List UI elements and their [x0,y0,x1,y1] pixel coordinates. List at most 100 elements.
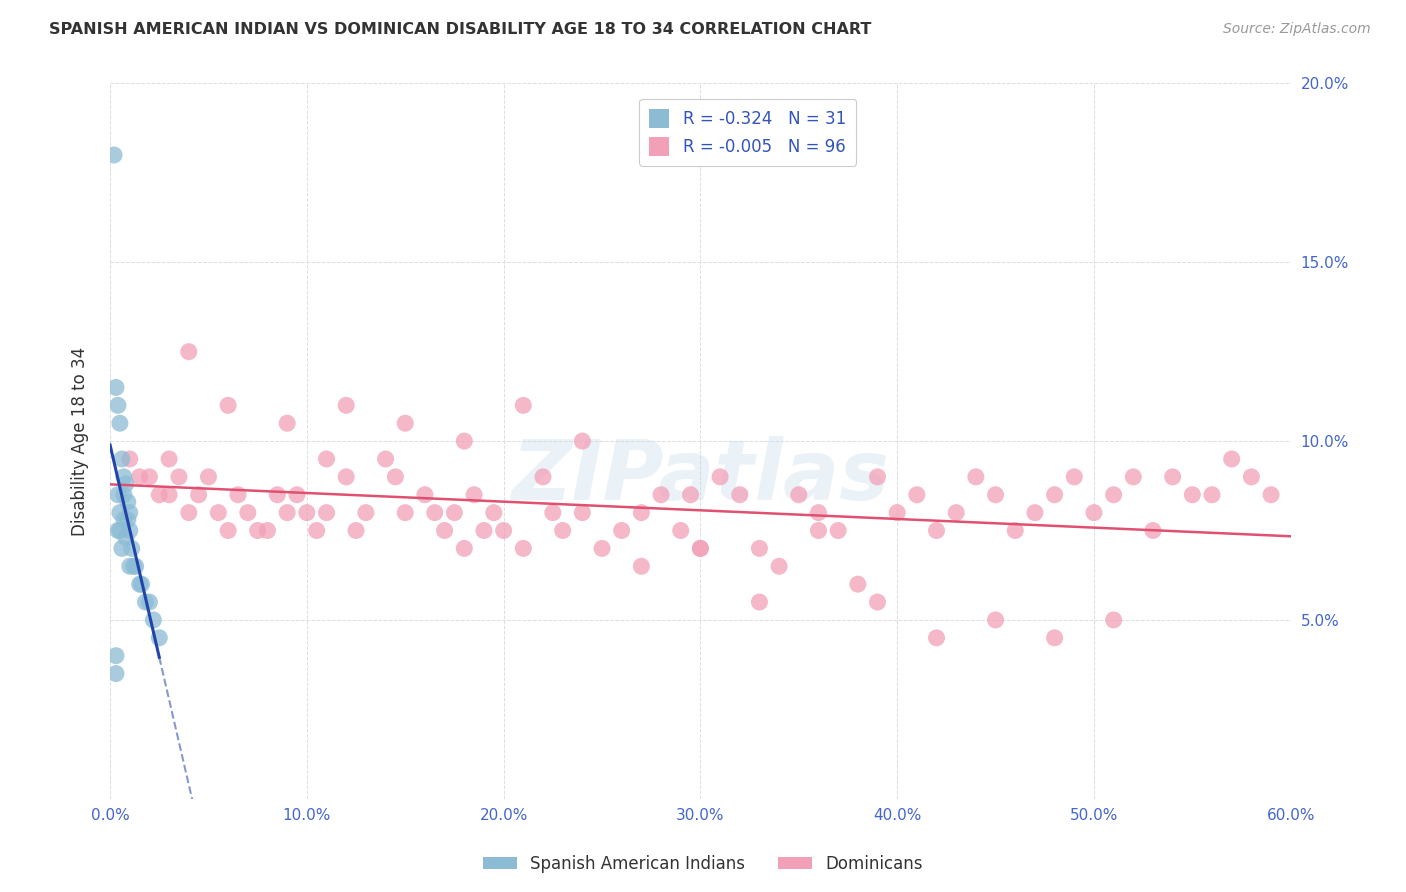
Point [925,524,948,538]
Point [118,452,141,467]
Point [1083,506,1105,520]
Point [443,506,465,520]
Point [114,477,136,491]
Point [846,577,869,591]
Point [236,506,259,520]
Point [177,506,200,520]
Point [531,470,554,484]
Point [413,488,436,502]
Point [1024,506,1046,520]
Point [1043,631,1066,645]
Point [118,506,141,520]
Point [787,488,810,502]
Point [108,416,131,430]
Point [728,488,751,502]
Point [111,541,134,556]
Point [187,488,209,502]
Legend: Spanish American Indians, Dominicans: Spanish American Indians, Dominicans [477,848,929,880]
Y-axis label: Disability Age 18 to 34: Disability Age 18 to 34 [72,346,89,536]
Point [104,648,127,663]
Point [905,488,928,502]
Point [1142,524,1164,538]
Point [1063,470,1085,484]
Point [131,577,153,591]
Point [276,506,298,520]
Point [128,470,150,484]
Point [925,631,948,645]
Point [354,506,377,520]
Point [866,470,889,484]
Point [384,470,406,484]
Point [285,488,308,502]
Point [1004,524,1026,538]
Point [226,488,249,502]
Point [453,541,475,556]
Text: ZIPatlas: ZIPatlas [512,436,890,517]
Point [1043,488,1066,502]
Point [305,524,328,538]
Point [107,488,129,502]
Point [453,434,475,449]
Point [246,524,269,538]
Point [138,595,160,609]
Point [121,541,143,556]
Point [768,559,790,574]
Point [177,344,200,359]
Point [112,488,135,502]
Point [124,559,146,574]
Point [886,506,908,520]
Point [344,524,367,538]
Point [571,506,593,520]
Point [1102,613,1125,627]
Point [1201,488,1223,502]
Point [571,434,593,449]
Point [1260,488,1282,502]
Point [107,524,129,538]
Point [807,524,830,538]
Point [107,398,129,412]
Point [108,524,131,538]
Point [118,524,141,538]
Point [148,631,170,645]
Point [167,470,190,484]
Point [748,541,770,556]
Point [335,470,357,484]
Point [1122,470,1144,484]
Point [1181,488,1204,502]
Point [148,488,170,502]
Point [256,524,278,538]
Point [112,513,135,527]
Legend: R = -0.324   N = 31, R = -0.005   N = 96: R = -0.324 N = 31, R = -0.005 N = 96 [640,99,856,166]
Point [207,506,229,520]
Point [541,506,564,520]
Point [112,470,135,484]
Point [551,524,574,538]
Text: Source: ZipAtlas.com: Source: ZipAtlas.com [1223,22,1371,37]
Point [114,531,136,545]
Point [104,666,127,681]
Point [394,416,416,430]
Point [104,380,127,394]
Point [965,470,987,484]
Point [512,541,534,556]
Point [217,524,239,538]
Point [827,524,849,538]
Point [374,452,396,467]
Point [394,506,416,520]
Point [423,506,446,520]
Point [157,488,180,502]
Text: SPANISH AMERICAN INDIAN VS DOMINICAN DISABILITY AGE 18 TO 34 CORRELATION CHART: SPANISH AMERICAN INDIAN VS DOMINICAN DIS… [49,22,872,37]
Point [630,506,652,520]
Point [276,416,298,430]
Point [335,398,357,412]
Point [157,452,180,467]
Point [266,488,288,502]
Point [630,559,652,574]
Point [610,524,633,538]
Point [197,470,219,484]
Point [748,595,770,609]
Point [117,513,139,527]
Point [689,541,711,556]
Point [128,577,150,591]
Point [807,506,830,520]
